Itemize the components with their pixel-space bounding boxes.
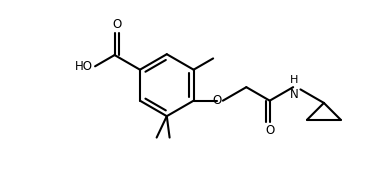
Text: O: O: [213, 94, 222, 107]
Text: O: O: [112, 18, 122, 31]
Text: N: N: [290, 88, 299, 101]
Text: O: O: [265, 124, 275, 137]
Text: H: H: [290, 75, 298, 85]
Text: HO: HO: [75, 60, 93, 73]
